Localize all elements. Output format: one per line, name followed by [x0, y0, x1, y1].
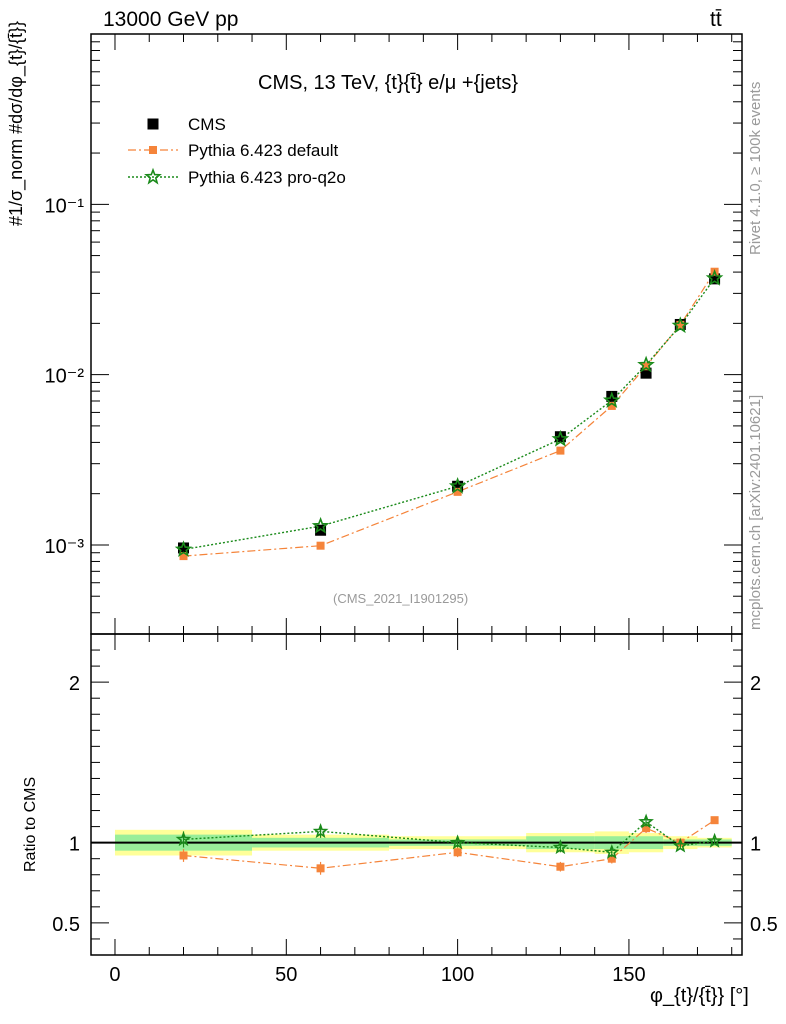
x-tick-label: 0 [109, 964, 120, 986]
ratio-point-pythia-pro-q2o [449, 834, 466, 850]
data-point-pythia-pro-q2o [671, 316, 690, 334]
source-label: mcplots.cern.ch [arXiv:2401.10621] [747, 394, 764, 630]
data-point-pythia-pro-q2o [311, 516, 330, 534]
final-state-label: tt̄ [710, 8, 722, 31]
process-label: 13000 GeV pp [103, 8, 239, 31]
ratio-point-pythia-pro-q2o [638, 813, 654, 829]
ratio-tick-label-right: 1 [750, 834, 761, 856]
ratio-point-pythia-default [710, 816, 719, 825]
data-point-cms [640, 367, 652, 379]
data-point-cms [452, 480, 464, 492]
y-tick-label: 10⁻³ [45, 536, 85, 558]
ratio-point-pythia-default [453, 848, 462, 857]
ratio-line-pythia-default [183, 819, 715, 869]
analysis-watermark: (CMS_2021_I1901295) [333, 591, 469, 606]
y-axis-label: #1/σ_norm #dσ/dφ_{t}/{t̄}} [6, 20, 26, 226]
ratio-point-pythia-pro-q2o [175, 831, 192, 847]
series-line-pythia-default [183, 271, 716, 557]
data-point-cms [709, 273, 721, 285]
series-line-pythia-pro-q2o [183, 277, 716, 551]
data-point-cms [178, 542, 190, 554]
data-point-pythia-pro-q2o [637, 355, 655, 373]
ratio-tick-label-right: 2 [750, 673, 761, 695]
legend-marker-cms [147, 118, 159, 130]
data-point-pythia-pro-q2o [448, 476, 467, 494]
data-point-cms [315, 524, 327, 536]
ratio-point-pythia-default [642, 824, 651, 833]
x-tick-label: 150 [612, 964, 645, 986]
legend-marker-pythia-pro-q2o [144, 167, 162, 185]
ratio-tick-label: 2 [69, 673, 80, 695]
data-point-pythia-default [607, 401, 616, 410]
data-point-pythia-pro-q2o [602, 391, 621, 408]
ratio-panel-frame [90, 633, 743, 956]
chart-title: CMS, 13 TeV, {t}{t̄} e/μ +{jets} [258, 72, 519, 94]
ratio-tick-label-right: 0.5 [750, 914, 778, 936]
ratio-point-pythia-default [556, 862, 565, 871]
data-point-pythia-default [676, 320, 685, 329]
data-point-pythia-pro-q2o [551, 429, 570, 447]
ratio-point-pythia-pro-q2o [706, 832, 723, 848]
ratio-point-pythia-pro-q2o [672, 837, 689, 853]
ratio-point-pythia-pro-q2o [312, 823, 329, 839]
ratio-point-pythia-default [607, 854, 616, 863]
data-point-cms [606, 390, 618, 402]
x-axis-label: φ_{t}/{t̄}} [°] [650, 985, 749, 1007]
rivet-version-label: Rivet 4.1.0, ≥ 100k events [747, 81, 764, 255]
data-point-cms [554, 431, 566, 443]
data-point-pythia-default [179, 552, 188, 561]
x-tick-label: 100 [441, 964, 474, 986]
data-point-pythia-pro-q2o [705, 268, 724, 286]
ratio-point-pythia-default [316, 864, 325, 873]
data-point-pythia-default [642, 362, 651, 371]
data-point-pythia-default [453, 487, 462, 496]
x-tick-label: 50 [275, 964, 297, 986]
ratio-point-pythia-pro-q2o [552, 839, 569, 855]
data-point-pythia-default [316, 541, 325, 550]
data-point-pythia-default [556, 446, 565, 455]
ratio-axis-label: Ratio to CMS [22, 776, 39, 872]
ratio-line-pythia-pro-q2o [183, 820, 715, 854]
legend-label-pythia-default: Pythia 6.423 default [188, 141, 339, 160]
y-tick-label: 10⁻² [45, 366, 85, 388]
ratio-tick-label: 1 [69, 834, 80, 856]
y-tick-label: 10⁻¹ [45, 195, 85, 217]
legend-marker-pythia-default [149, 146, 157, 154]
legend-label-cms: CMS [188, 115, 226, 134]
ratio-tick-label: 0.5 [52, 914, 80, 936]
ratio-point-pythia-default [179, 851, 188, 860]
data-point-pythia-pro-q2o [174, 540, 193, 558]
ratio-point-pythia-pro-q2o [603, 844, 620, 859]
legend-label-pythia-pro-q2o: Pythia 6.423 pro-q2o [188, 168, 346, 187]
